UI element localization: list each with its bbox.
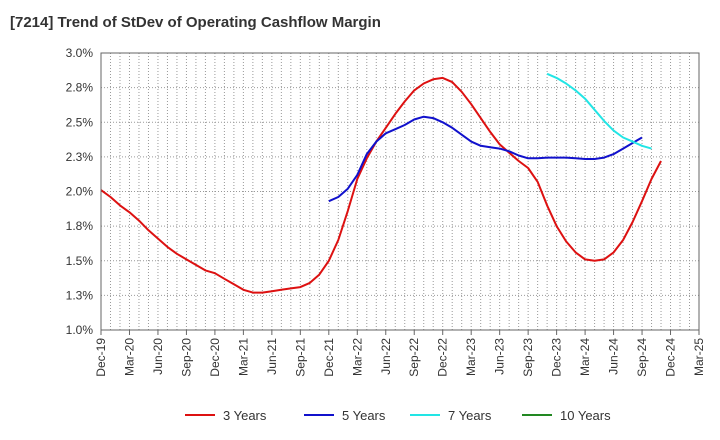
x-tick-label: Jun-21 (265, 338, 279, 375)
series-line-7-years (546, 72, 652, 150)
legend-label-3-years: 3 Years (223, 408, 267, 423)
x-tick-label: Sep-23 (521, 338, 535, 377)
y-tick-label: 2.5% (66, 115, 94, 129)
x-tick-label: Mar-23 (464, 338, 478, 376)
x-tick-label: Mar-21 (236, 338, 250, 376)
x-tick-label: Dec-24 (664, 338, 678, 377)
x-tick-label: Dec-19 (94, 338, 108, 377)
y-tick-label: 1.8% (66, 219, 94, 233)
legend-label-5-years: 5 Years (342, 408, 386, 423)
x-tick-label: Mar-22 (350, 338, 364, 376)
plot-frame (100, 52, 700, 331)
y-tick-label: 2.8% (66, 81, 94, 95)
y-tick-label: 2.0% (66, 185, 94, 199)
y-tick-label: 3.0% (66, 46, 94, 60)
x-tick-label: Mar-24 (578, 338, 592, 376)
x-tick-label: Sep-21 (293, 338, 307, 377)
x-tick-label: Jun-24 (607, 338, 621, 375)
x-tick-label: Sep-24 (635, 338, 649, 377)
x-tick-label: Dec-23 (550, 338, 564, 377)
y-tick-label: 2.3% (66, 150, 94, 164)
series-line-3-years (100, 76, 662, 294)
y-tick-label: 1.5% (66, 254, 94, 268)
x-tick-label: Sep-20 (179, 338, 193, 377)
y-tick-label: 1.3% (66, 288, 94, 302)
x-tick-label: Jun-23 (493, 338, 507, 375)
x-tick-label: Dec-22 (436, 338, 450, 377)
x-tick-label: Jun-20 (151, 338, 165, 375)
plot-area (101, 53, 699, 330)
x-tick-label: Sep-22 (407, 338, 421, 377)
legend-label-10-years: 10 Years (560, 408, 611, 423)
x-tick-label: Mar-20 (122, 338, 136, 376)
x-tick-label: Jun-22 (379, 338, 393, 375)
x-tick-label: Dec-21 (322, 338, 336, 377)
chart-title: [7214] Trend of StDev of Operating Cashf… (10, 14, 381, 31)
x-tick-label: Dec-20 (208, 338, 222, 377)
legend-label-7-years: 7 Years (448, 408, 492, 423)
x-tick-label: Mar-25 (692, 338, 706, 376)
series-line-5-years (328, 115, 643, 203)
y-tick-label: 1.0% (66, 323, 94, 337)
